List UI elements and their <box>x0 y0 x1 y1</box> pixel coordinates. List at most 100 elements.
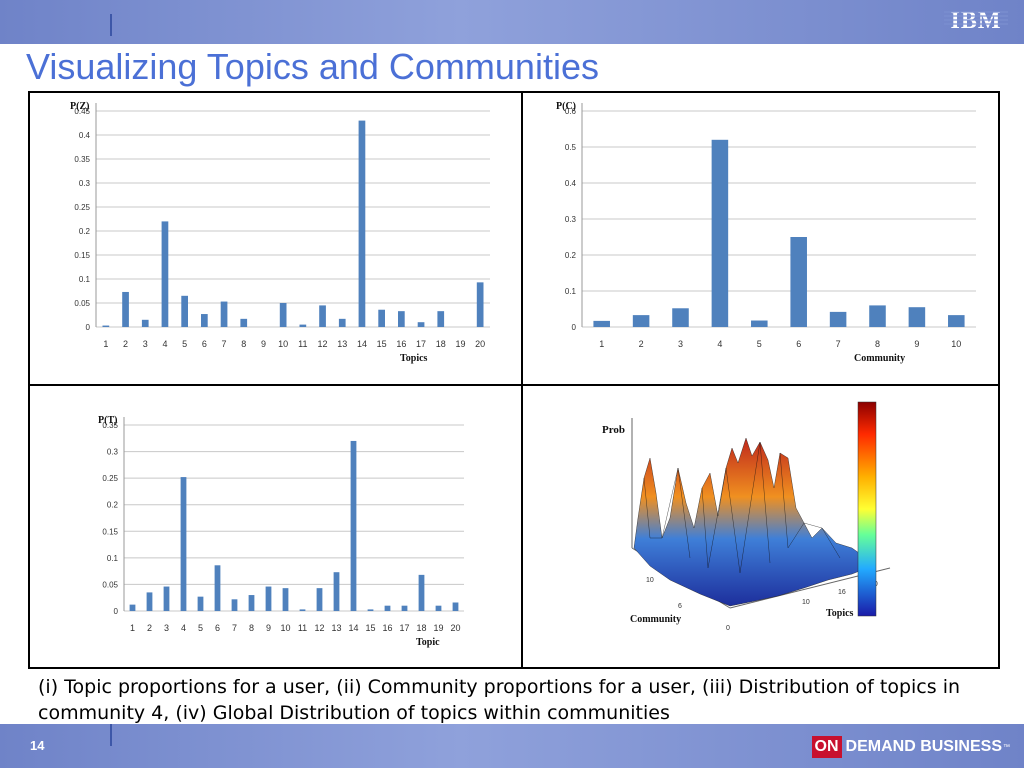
bar <box>240 318 248 327</box>
bar <box>401 605 408 611</box>
bar <box>279 303 287 327</box>
surface-mesh <box>633 437 873 607</box>
y-tick-label: 0.35 <box>102 421 118 430</box>
figure-caption: (i) Topic proportions for a user, (ii) C… <box>38 676 961 724</box>
bar <box>829 311 847 327</box>
x-tick-label: 10 <box>951 339 961 349</box>
bar <box>751 320 768 327</box>
surface-ytick: 16 <box>838 589 846 596</box>
x-tick-label: 13 <box>331 623 341 633</box>
bar <box>122 291 129 327</box>
bar <box>316 588 323 611</box>
bar <box>437 311 445 327</box>
y-tick-label: 0.6 <box>565 107 577 116</box>
x-tick-label: 2 <box>639 339 644 349</box>
x-tick-label: 5 <box>182 339 187 349</box>
y-axis-label: P(Z) <box>70 101 89 112</box>
x-axis-label: Topics <box>400 353 428 364</box>
x-tick-label: 13 <box>337 339 347 349</box>
logo-on: ON <box>811 736 842 758</box>
bar <box>908 307 926 327</box>
bar <box>146 592 153 611</box>
surface-colorbar <box>857 401 877 617</box>
x-tick-label: 7 <box>232 623 237 633</box>
y-tick-label: 0.2 <box>79 227 91 236</box>
bar <box>476 282 484 327</box>
header-band: IBM <box>0 0 1024 44</box>
x-tick-label: 9 <box>261 339 266 349</box>
y-tick-label: 0.3 <box>565 215 577 224</box>
x-tick-label: 8 <box>249 623 254 633</box>
bar <box>435 605 442 611</box>
y-tick-label: 0.25 <box>102 474 118 483</box>
x-tick-label: 8 <box>241 339 246 349</box>
x-tick-label: 17 <box>416 339 426 349</box>
x-tick-label: 2 <box>147 623 152 633</box>
y-tick-label: 0.1 <box>79 275 91 284</box>
bar <box>948 315 965 327</box>
x-axis-label: Topic <box>416 637 440 648</box>
x-tick-label: 7 <box>222 339 227 349</box>
bar <box>163 586 170 611</box>
y-axis-label: P(T) <box>98 415 117 426</box>
bar <box>358 120 366 327</box>
chart-topic-proportions: 00.050.10.150.20.250.30.350.40.451 2 3 4 5 6 7… <box>70 101 490 364</box>
surface-ytick: 10 <box>802 599 810 606</box>
chart-topics-in-community-4: 00.050.10.150.20.250.30.351 2 3 4 5 6 7 8 9 10 11 1… <box>98 415 464 648</box>
bar <box>869 305 886 327</box>
x-tick-label: 9 <box>914 339 919 349</box>
ibm-logo: IBM <box>944 8 1008 34</box>
y-tick-label: 0.3 <box>107 448 119 457</box>
y-tick-label: 0.15 <box>74 251 90 260</box>
x-tick-label: 5 <box>757 339 762 349</box>
x-tick-label: 3 <box>678 339 683 349</box>
bar <box>299 324 307 327</box>
bar <box>417 322 425 327</box>
y-tick-label: 0.35 <box>74 155 90 164</box>
x-tick-label: 16 <box>396 339 406 349</box>
surface-ylabel: Topics <box>826 608 854 619</box>
y-tick-label: 0 <box>114 607 119 616</box>
x-tick-label: 11 <box>298 339 307 349</box>
x-tick-label: 18 <box>416 623 426 633</box>
y-axis-label: P(C) <box>556 101 576 112</box>
x-tick-label: 6 <box>215 623 220 633</box>
y-tick-label: 0.5 <box>565 143 577 152</box>
x-tick-label: 16 <box>382 623 392 633</box>
bar <box>350 440 357 611</box>
y-tick-label: 0.25 <box>74 203 90 212</box>
y-tick-label: 0.45 <box>74 107 90 116</box>
footer-divider <box>110 724 112 746</box>
bar <box>220 301 228 327</box>
x-tick-label: 10 <box>280 623 290 633</box>
y-tick-label: 0.2 <box>565 251 577 260</box>
x-tick-label: 19 <box>455 339 465 349</box>
surface-xlabel: Community <box>630 614 681 625</box>
x-tick-label: 17 <box>399 623 409 633</box>
x-tick-label: 12 <box>318 339 328 349</box>
bar <box>299 609 306 611</box>
bar <box>201 314 208 327</box>
x-tick-label: 20 <box>450 623 460 633</box>
bar <box>452 602 459 611</box>
y-tick-label: 0 <box>86 323 91 332</box>
x-tick-label: 3 <box>143 339 148 349</box>
bar <box>231 599 238 611</box>
bar <box>333 572 340 611</box>
y-tick-label: 0.4 <box>565 179 577 188</box>
x-tick-label: 4 <box>162 339 167 349</box>
bar <box>593 320 610 327</box>
y-tick-label: 0 <box>572 323 577 332</box>
x-tick-label: 20 <box>475 339 485 349</box>
x-tick-label: 1 <box>103 339 108 349</box>
bar <box>672 308 689 327</box>
x-axis-label: Community <box>854 353 905 364</box>
x-tick-label: 3 <box>164 623 169 633</box>
x-tick-label: 5 <box>198 623 203 633</box>
bar <box>418 574 425 611</box>
bar <box>338 318 346 327</box>
bar <box>214 565 221 611</box>
x-tick-label: 7 <box>836 339 841 349</box>
y-tick-label: 0.1 <box>107 554 119 563</box>
bar <box>161 221 169 327</box>
